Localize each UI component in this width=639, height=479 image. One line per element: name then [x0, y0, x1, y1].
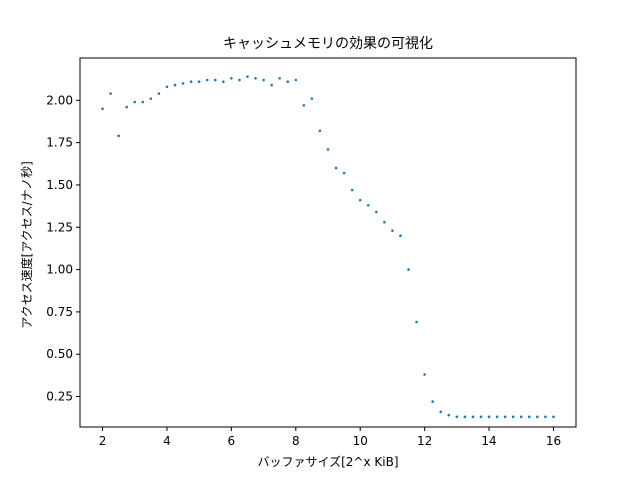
data-point — [326, 148, 330, 151]
data-point — [302, 104, 306, 107]
axes: 2 4 6 8 10 12 14 16 0.25 0.50 0.75 1.00 1.25 1.50 1.75… — [46, 57, 577, 448]
data-point — [286, 80, 290, 83]
data-point — [519, 415, 523, 419]
x-tick-label: 10 — [353, 434, 368, 448]
data-point — [399, 234, 402, 238]
data-point — [262, 78, 265, 82]
data-point — [536, 415, 539, 419]
y-tick-label: 0.75 — [46, 305, 73, 319]
data-point — [479, 415, 483, 419]
y-tick-label: 0.25 — [46, 390, 73, 404]
data-point — [366, 203, 370, 207]
data-point — [342, 171, 346, 175]
x-tick-label: 6 — [228, 434, 236, 448]
data-point — [447, 413, 451, 417]
data-point — [294, 78, 298, 82]
data-point — [471, 415, 475, 419]
data-point — [503, 415, 507, 419]
data-point — [455, 415, 459, 419]
y-tick-label: 1.50 — [46, 178, 73, 192]
data-point — [383, 220, 386, 224]
x-tick-label: 14 — [481, 434, 496, 448]
y-axis-label: アクセス速度[アクセス/ナノ秒] — [19, 161, 34, 329]
y-tick-label: 2.00 — [46, 93, 73, 107]
data-point — [375, 210, 378, 214]
data-point — [544, 415, 547, 419]
y-tick-label: 1.25 — [46, 220, 73, 234]
data-point — [230, 77, 233, 80]
data-point — [318, 129, 322, 133]
chart-title: キャッシュメモリの効果の可視化 — [223, 36, 433, 52]
data-point — [109, 92, 112, 95]
data-point — [222, 80, 225, 83]
y-tick-label: 1.75 — [46, 136, 73, 150]
data-point — [463, 415, 467, 419]
data-point — [415, 320, 418, 324]
data-point — [246, 75, 249, 78]
plot-frame — [79, 57, 577, 428]
data-point — [254, 77, 257, 80]
data-point — [149, 97, 153, 100]
data-point — [125, 105, 129, 109]
data-point — [487, 415, 491, 419]
data-point — [391, 229, 394, 232]
data-point — [350, 188, 354, 192]
data-point — [197, 80, 201, 83]
x-tick-label: 16 — [546, 434, 561, 448]
data-point — [133, 100, 137, 104]
data-point — [205, 78, 209, 82]
data-point — [141, 100, 145, 104]
data-point — [511, 415, 515, 419]
data-point — [552, 415, 555, 419]
data-point — [213, 78, 217, 82]
x-tick-label: 8 — [292, 434, 300, 448]
data-point — [407, 268, 410, 271]
data-point — [439, 410, 443, 414]
data-point — [310, 97, 314, 100]
data-point — [527, 415, 531, 419]
x-tick-label: 2 — [99, 434, 107, 448]
data-point — [117, 134, 120, 138]
data-point — [189, 80, 193, 83]
data-point — [270, 83, 273, 87]
data-point — [173, 83, 177, 87]
data-point — [423, 373, 426, 376]
data-point — [238, 78, 241, 82]
y-tick-label: 0.50 — [46, 347, 73, 361]
data-point — [495, 415, 499, 419]
x-tick-label: 4 — [163, 434, 171, 448]
data-points — [101, 75, 555, 419]
x-axis-label: バッファサイズ[2^x KiB] — [257, 454, 398, 469]
data-point — [358, 198, 362, 202]
data-point — [334, 166, 338, 170]
y-tick-label: 1.00 — [46, 263, 73, 277]
x-tick-label: 12 — [417, 434, 432, 448]
data-point — [278, 77, 281, 80]
data-point — [431, 400, 434, 403]
data-point — [165, 85, 169, 89]
data-point — [157, 92, 161, 95]
data-point — [101, 107, 104, 111]
data-point — [181, 82, 185, 85]
